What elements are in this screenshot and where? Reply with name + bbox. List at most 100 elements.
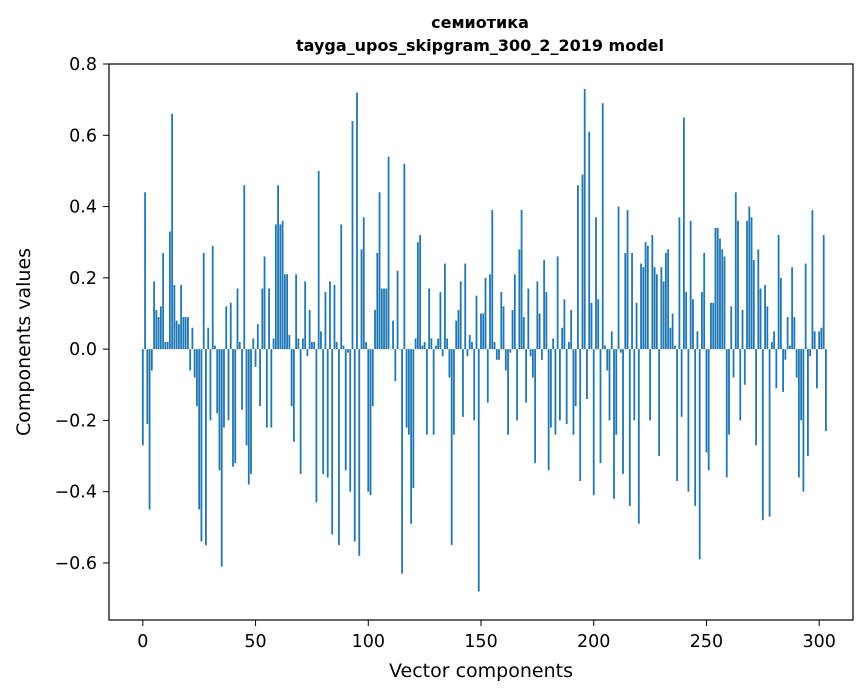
bar <box>423 342 426 350</box>
bar <box>703 252 706 350</box>
bar <box>272 338 275 350</box>
bar <box>516 349 518 421</box>
bar <box>807 349 809 457</box>
bar <box>737 220 739 350</box>
bar <box>761 349 764 521</box>
bar <box>732 349 735 378</box>
bar <box>171 113 174 350</box>
bar <box>198 349 201 510</box>
bar <box>597 299 600 350</box>
bar <box>448 349 451 378</box>
bar <box>696 331 699 350</box>
bar <box>728 349 730 435</box>
bar <box>148 349 151 510</box>
bar <box>480 313 482 350</box>
bar <box>193 349 196 378</box>
y-tick-label: −0.6 <box>55 554 98 574</box>
bar <box>687 349 690 492</box>
bar <box>173 284 176 350</box>
x-tick-label: 0 <box>137 632 148 652</box>
bar <box>628 349 631 506</box>
x-tick-label: 150 <box>464 632 497 652</box>
bar <box>786 317 789 350</box>
bar <box>351 121 354 350</box>
bar <box>522 317 525 350</box>
bar <box>281 220 284 350</box>
bar <box>155 309 158 350</box>
bar <box>410 349 413 524</box>
bar <box>804 263 807 350</box>
bar <box>205 349 207 546</box>
bar <box>615 349 618 435</box>
bar <box>378 192 381 350</box>
bar <box>549 349 552 428</box>
bar <box>175 320 178 350</box>
bar <box>705 349 708 453</box>
bar <box>574 349 577 407</box>
bar <box>486 349 489 403</box>
bar <box>619 349 622 353</box>
bar <box>367 349 370 492</box>
bar <box>531 349 534 378</box>
bar <box>572 349 575 435</box>
bar <box>392 320 394 350</box>
bar <box>617 206 620 350</box>
y-tick-label: 0.4 <box>69 198 97 218</box>
bar <box>299 349 302 474</box>
bar <box>775 349 778 389</box>
bar <box>662 281 665 350</box>
bar <box>166 342 169 350</box>
bar <box>450 349 453 546</box>
bar <box>622 349 624 474</box>
bar <box>304 281 307 350</box>
bar <box>326 349 329 478</box>
bar <box>146 349 149 424</box>
bar <box>764 284 766 350</box>
x-tick-label: 200 <box>577 632 610 652</box>
bar <box>259 349 261 407</box>
bar <box>491 210 494 350</box>
bar <box>640 263 642 350</box>
bar <box>493 342 496 350</box>
bar <box>716 227 719 350</box>
bar <box>245 349 248 446</box>
bar <box>243 185 246 350</box>
bar <box>793 317 796 350</box>
bar <box>380 288 383 350</box>
bar <box>719 238 721 350</box>
bar <box>543 260 546 350</box>
bar <box>613 349 615 499</box>
bar <box>209 349 212 421</box>
bar <box>482 313 485 350</box>
bar <box>698 349 701 560</box>
bar <box>559 349 561 421</box>
bar <box>283 274 286 350</box>
bar <box>225 306 228 350</box>
bar <box>383 288 385 350</box>
bar <box>468 334 471 350</box>
x-axis-ticks: 0 50 100 150 200 250 300 <box>137 620 836 652</box>
bar <box>358 349 361 556</box>
bar <box>608 349 611 421</box>
bar <box>254 349 257 367</box>
bar <box>274 224 277 350</box>
bar <box>349 349 352 492</box>
bar <box>626 210 629 350</box>
bar <box>568 342 570 350</box>
bar <box>331 349 334 535</box>
bar <box>561 327 564 350</box>
bar <box>660 267 663 350</box>
bar <box>141 349 144 446</box>
bar <box>547 349 550 471</box>
bar <box>565 349 568 424</box>
bar <box>168 231 171 350</box>
bar <box>297 338 300 350</box>
bar <box>464 263 467 350</box>
bar <box>788 345 791 350</box>
bar <box>606 349 609 371</box>
bar <box>673 345 676 350</box>
bar <box>405 349 408 428</box>
bar <box>374 309 376 350</box>
bar <box>683 117 685 350</box>
y-axis-ticks: −0.6 −0.4 −0.2 0.0 0.2 0.4 0.6 0.8 <box>55 55 109 574</box>
